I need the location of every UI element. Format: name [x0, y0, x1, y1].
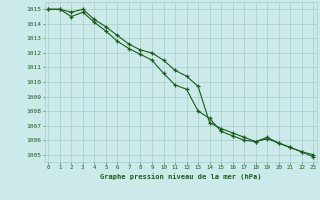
X-axis label: Graphe pression niveau de la mer (hPa): Graphe pression niveau de la mer (hPa)	[100, 173, 261, 180]
